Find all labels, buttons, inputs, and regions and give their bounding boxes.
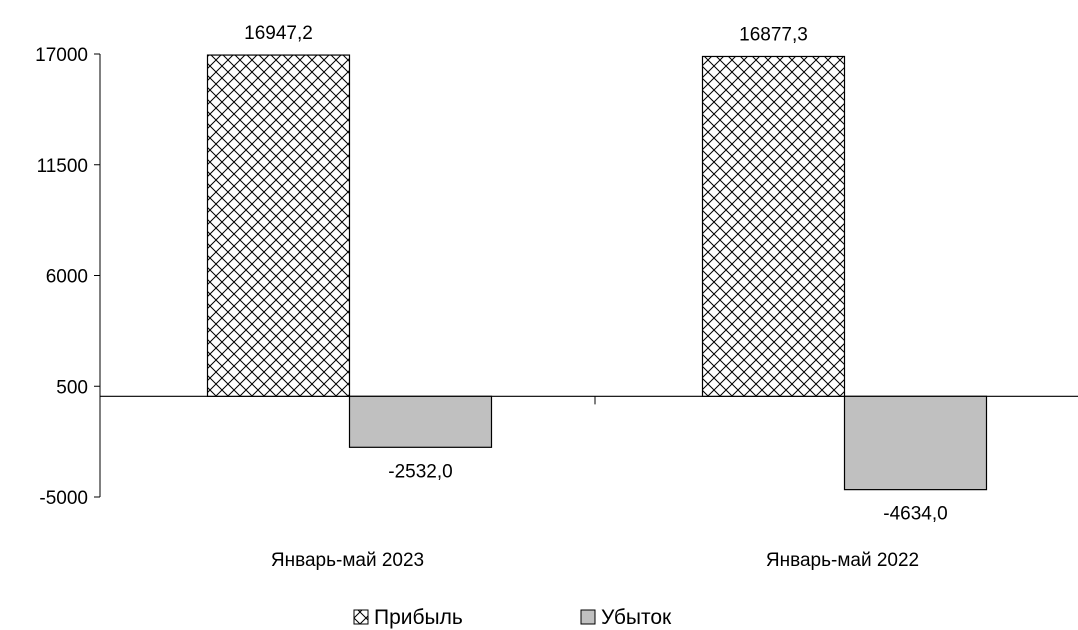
y-tick-label: -5000 bbox=[39, 488, 88, 509]
category-label: Январь-май 2022 bbox=[766, 550, 919, 571]
legend-swatch-loss bbox=[580, 609, 596, 625]
bar-loss bbox=[348, 395, 493, 448]
y-tick-label: 11500 bbox=[37, 156, 88, 177]
bar-profit bbox=[206, 54, 351, 397]
data-label: -4634,0 bbox=[883, 504, 947, 525]
bars bbox=[206, 54, 988, 491]
legend-label: Прибыль bbox=[374, 606, 463, 629]
legend-label: Убыток bbox=[601, 606, 672, 629]
bar-profit bbox=[701, 55, 846, 397]
y-tick-label: 17000 bbox=[35, 45, 88, 66]
y-tick-label: 500 bbox=[56, 377, 88, 398]
data-label: -2532,0 bbox=[388, 461, 452, 482]
data-label: 16877,3 bbox=[739, 24, 808, 45]
category-label: Январь-май 2023 bbox=[271, 550, 424, 571]
y-tick-label: 6000 bbox=[46, 267, 88, 288]
legend: Прибыль Убыток bbox=[353, 606, 672, 629]
axes: 17000 11500 6000 500 -5000 Январь-май 2023 Янв… bbox=[35, 45, 1078, 571]
data-labels: 16947,2 -2532,0 16877,3 -4634,0 bbox=[244, 23, 948, 525]
legend-swatch-profit bbox=[353, 609, 369, 625]
bar-loss bbox=[843, 395, 988, 491]
data-label: 16947,2 bbox=[244, 23, 313, 44]
